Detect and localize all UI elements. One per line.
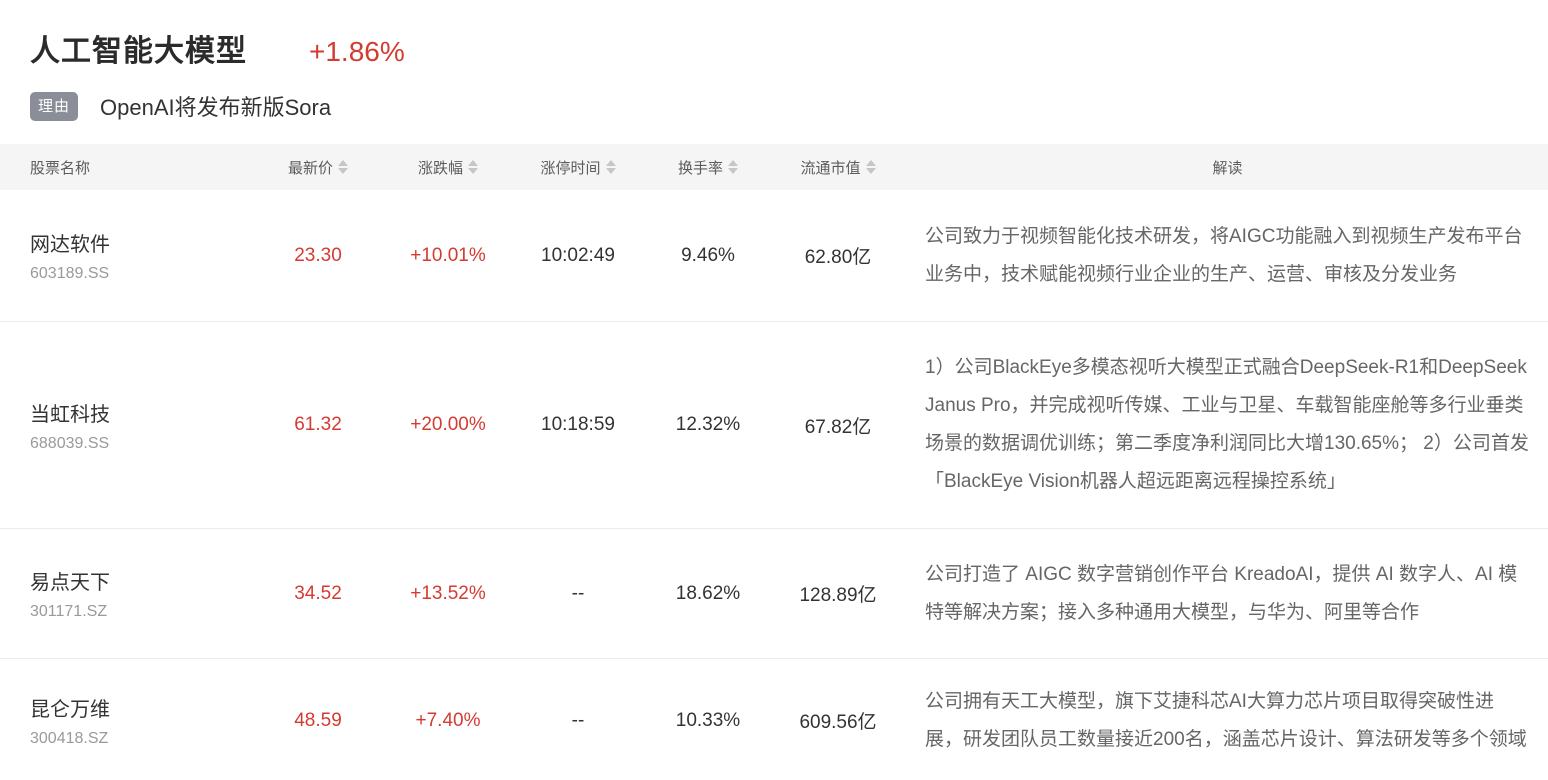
- stock-name-cell: 易点天下 301171.SZ: [0, 566, 253, 621]
- reading-text: 1）公司BlackEye多模态视听大模型正式融合DeepSeek-R1和Deep…: [925, 357, 1529, 492]
- stock-name-link[interactable]: 易点天下: [30, 572, 110, 594]
- sort-icon[interactable]: [728, 160, 738, 174]
- latest-price: 48.59: [294, 709, 342, 731]
- turnover-rate: 10.33%: [675, 709, 741, 731]
- sector-header: 人工智能大模型 +1.86% 理由 OpenAI将发布新版Sora: [0, 0, 1548, 122]
- table-row: 当虹科技 688039.SS 61.32 +20.00% 10:18:59 12…: [0, 322, 1548, 529]
- stock-code: 603189.SS: [30, 265, 110, 282]
- latest-price: 61.32: [294, 414, 342, 435]
- stock-name-cell: 网达软件 603189.SS: [0, 228, 253, 283]
- limit-up-time: 10:18:59: [541, 414, 615, 435]
- latest-price: 23.30: [294, 244, 342, 266]
- sort-icon[interactable]: [338, 160, 348, 174]
- stock-name-link[interactable]: 昆仑万维: [30, 699, 110, 721]
- col-header-turnover-rate[interactable]: 换手率: [643, 157, 773, 178]
- change-percent: +7.40%: [415, 709, 481, 731]
- stock-code: 688039.SS: [30, 434, 110, 452]
- stock-name-cell: 昆仑万维 300418.SZ: [0, 693, 253, 748]
- turnover-rate: 9.46%: [681, 244, 735, 266]
- table-row: 易点天下 301171.SZ 34.52 +13.52% -- 18.62% 1…: [0, 529, 1548, 659]
- col-header-market-cap[interactable]: 流通市值: [773, 157, 903, 178]
- change-percent: +10.01%: [410, 244, 486, 266]
- limit-up-time: 10:02:49: [541, 244, 615, 266]
- change-percent: +13.52%: [410, 582, 486, 604]
- col-header-stock-name: 股票名称: [30, 159, 91, 177]
- sector-change-percent: +1.86%: [309, 36, 405, 67]
- turnover-rate: 18.62%: [675, 582, 741, 604]
- reading-text: 公司打造了 AIGC 数字营销创作平台 KreadoAI，提供 AI 数字人、A…: [925, 563, 1518, 623]
- reading-text: 公司拥有天工大模型，旗下艾捷科芯AI大算力芯片项目取得突破性进展，研发团队员工数…: [925, 690, 1527, 750]
- sort-icon[interactable]: [468, 160, 478, 174]
- limit-up-time: --: [571, 582, 585, 604]
- market-cap: 128.89亿: [799, 585, 877, 606]
- stock-name-link[interactable]: 网达软件: [30, 234, 110, 256]
- stock-name-cell: 当虹科技 688039.SS: [0, 398, 253, 453]
- market-cap: 67.82亿: [804, 416, 872, 438]
- latest-price: 34.52: [294, 582, 342, 604]
- table-row: 网达软件 603189.SS 23.30 +10.01% 10:02:49 9.…: [0, 190, 1548, 322]
- col-header-limit-up-time[interactable]: 涨停时间: [513, 157, 643, 178]
- table-row: 昆仑万维 300418.SZ 48.59 +7.40% -- 10.33% 60…: [0, 659, 1548, 780]
- sort-icon[interactable]: [605, 160, 616, 174]
- change-percent: +20.00%: [410, 414, 486, 435]
- stock-name-link[interactable]: 当虹科技: [30, 403, 110, 426]
- stock-code: 301171.SZ: [30, 603, 108, 620]
- table-header-row: 股票名称 最新价 涨跌幅 涨停时间 换手率 流通市值: [0, 144, 1548, 190]
- reason-badge: 理由: [30, 91, 79, 121]
- stock-table: 股票名称 最新价 涨跌幅 涨停时间 换手率 流通市值: [0, 144, 1548, 780]
- reason-text: OpenAI将发布新版Sora: [100, 95, 332, 120]
- turnover-rate: 12.32%: [675, 414, 741, 435]
- sector-title: 人工智能大模型: [30, 35, 247, 68]
- market-cap: 62.80亿: [804, 247, 872, 268]
- sort-icon[interactable]: [865, 160, 876, 174]
- reading-text: 公司致力于视频智能化技术研发，将AIGC功能融入到视频生产发布平台业务中，技术赋…: [925, 225, 1523, 285]
- col-header-reading: 解读: [1212, 159, 1243, 177]
- market-cap: 609.56亿: [799, 712, 877, 733]
- col-header-change-percent[interactable]: 涨跌幅: [383, 157, 513, 178]
- limit-up-time: --: [571, 709, 585, 731]
- stock-code: 300418.SZ: [30, 730, 109, 747]
- col-header-latest-price[interactable]: 最新价: [253, 157, 383, 178]
